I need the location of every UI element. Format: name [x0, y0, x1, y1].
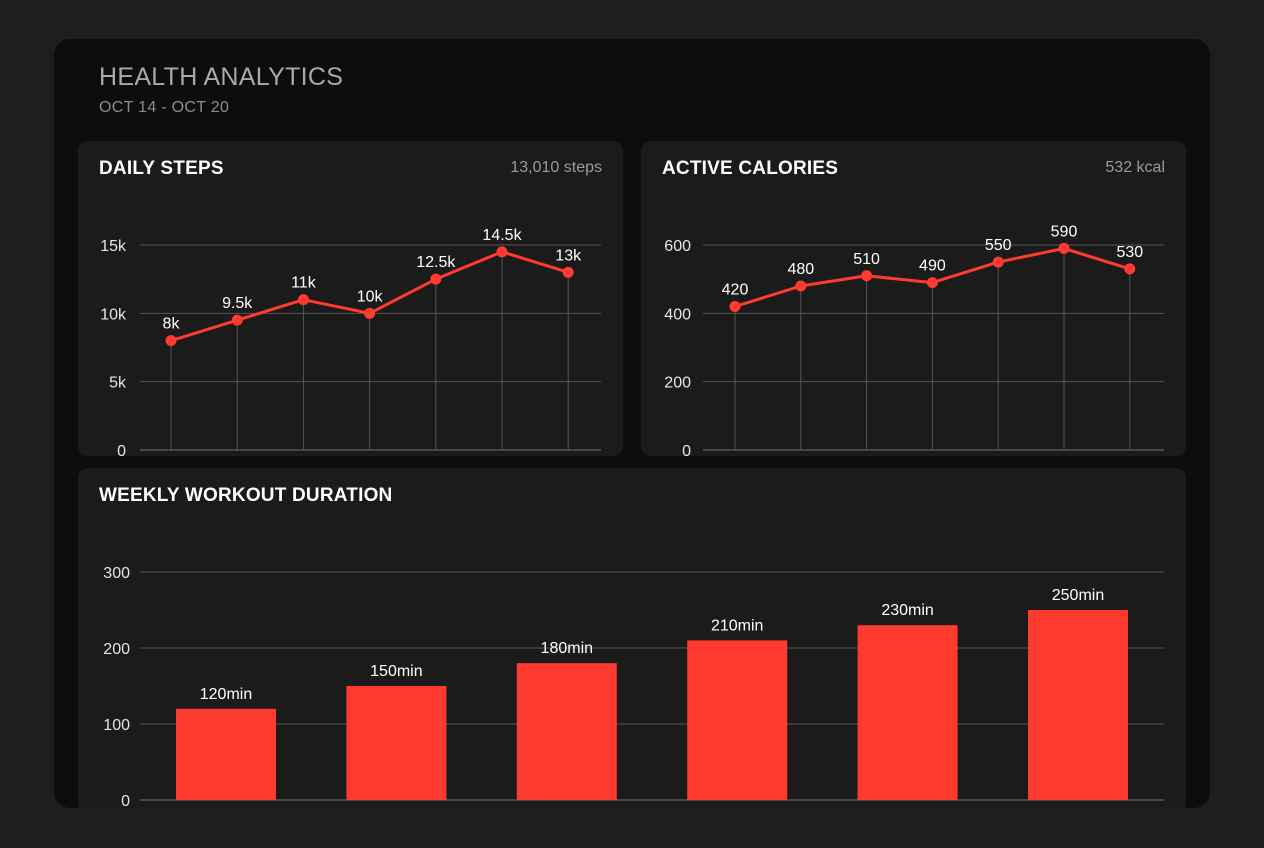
- calories-data-label: 550: [985, 237, 1012, 254]
- workout-data-label: 250min: [1052, 587, 1104, 604]
- steps-data-point: [430, 273, 442, 285]
- workout-bar: [1028, 610, 1128, 800]
- calories-y-tick-label: 0: [682, 443, 691, 456]
- steps-data-label: 8k: [163, 316, 181, 333]
- calories-data-label: 530: [1116, 244, 1143, 261]
- calories-data-label: 590: [1051, 223, 1078, 240]
- workout-bar: [346, 686, 447, 800]
- workout-bar: [687, 640, 788, 800]
- workout-data-label: 150min: [370, 663, 422, 680]
- panel-title: DAILY STEPS: [99, 158, 224, 179]
- steps-y-tick-label: 10k: [100, 306, 127, 323]
- active-calories-chart: 0200400600MonTueWedThuFriSatSun420480510…: [664, 223, 1164, 456]
- steps-y-tick-label: 5k: [109, 375, 127, 392]
- workout-data-label: 120min: [200, 686, 252, 703]
- calories-data-label: 420: [722, 282, 749, 299]
- steps-data-label: 11k: [291, 275, 317, 292]
- steps-data-point: [165, 335, 177, 347]
- steps-data-label: 12.5k: [416, 254, 456, 271]
- workout-y-tick-label: 200: [103, 641, 130, 658]
- steps-data-point: [562, 266, 574, 278]
- workout-data-label: 210min: [711, 617, 763, 634]
- steps-data-label: 10k: [357, 288, 384, 305]
- page-title: HEALTH ANALYTICS: [99, 63, 344, 91]
- calories-data-point: [926, 277, 938, 289]
- panel-title: ACTIVE CALORIES: [662, 158, 839, 179]
- calories-y-tick-label: 600: [664, 238, 691, 255]
- workout-y-tick-label: 100: [103, 717, 130, 734]
- steps-data-label: 13k: [555, 247, 582, 264]
- calories-data-point: [729, 301, 741, 312]
- steps-data-point: [231, 314, 243, 326]
- steps-data-label: 9.5k: [222, 295, 253, 312]
- daily-steps-panel: DAILY STEPS 13,010 steps 05k10k15kMonTue…: [78, 141, 623, 456]
- workout-bar: [857, 625, 958, 800]
- calories-y-tick-label: 400: [664, 306, 691, 323]
- date-range: OCT 14 - OCT 20: [99, 99, 230, 116]
- steps-data-point: [496, 246, 508, 258]
- calories-data-point: [861, 270, 873, 282]
- calories-data-point: [992, 256, 1004, 268]
- workout-data-label: 180min: [541, 640, 593, 657]
- steps-data-label: 14.5k: [482, 227, 522, 244]
- calories-data-label: 510: [853, 251, 880, 268]
- calories-data-point: [1058, 242, 1070, 254]
- calories-data-label: 480: [787, 261, 814, 278]
- steps-data-point: [297, 294, 309, 306]
- active-calories-panel: ACTIVE CALORIES 532 kcal 0200400600MonTu…: [641, 141, 1186, 456]
- calories-y-tick-label: 200: [664, 375, 691, 392]
- calories-data-point: [795, 280, 807, 292]
- calories-summary: 532 kcal: [1105, 159, 1165, 176]
- calories-data-label: 490: [919, 258, 946, 275]
- dashboard: HEALTH ANALYTICS OCT 14 - OCT 20 DAILY S…: [54, 39, 1210, 808]
- steps-summary: 13,010 steps: [510, 159, 602, 176]
- calories-data-point: [1124, 263, 1136, 275]
- workout-y-tick-label: 0: [121, 793, 130, 808]
- steps-y-tick-label: 0: [117, 443, 126, 456]
- weekly-workout-chart: 0100200300120minWk1150minWk2180minWk3210…: [103, 565, 1164, 808]
- workout-y-tick-label: 300: [103, 565, 130, 582]
- weekly-workout-panel: WEEKLY WORKOUT DURATION 0 100 200 300 120min…: [78, 468, 1186, 808]
- panel-title: WEEKLY WORKOUT DURATION: [99, 485, 393, 506]
- steps-y-tick-label: 15k: [100, 238, 127, 255]
- workout-bar: [516, 663, 617, 800]
- daily-steps-chart: 05k10k15kMonTueWedThuFriSatSun8k9.5k11k1…: [100, 227, 601, 456]
- workout-bar: [176, 708, 276, 800]
- steps-data-point: [364, 307, 376, 319]
- workout-data-label: 230min: [881, 602, 933, 619]
